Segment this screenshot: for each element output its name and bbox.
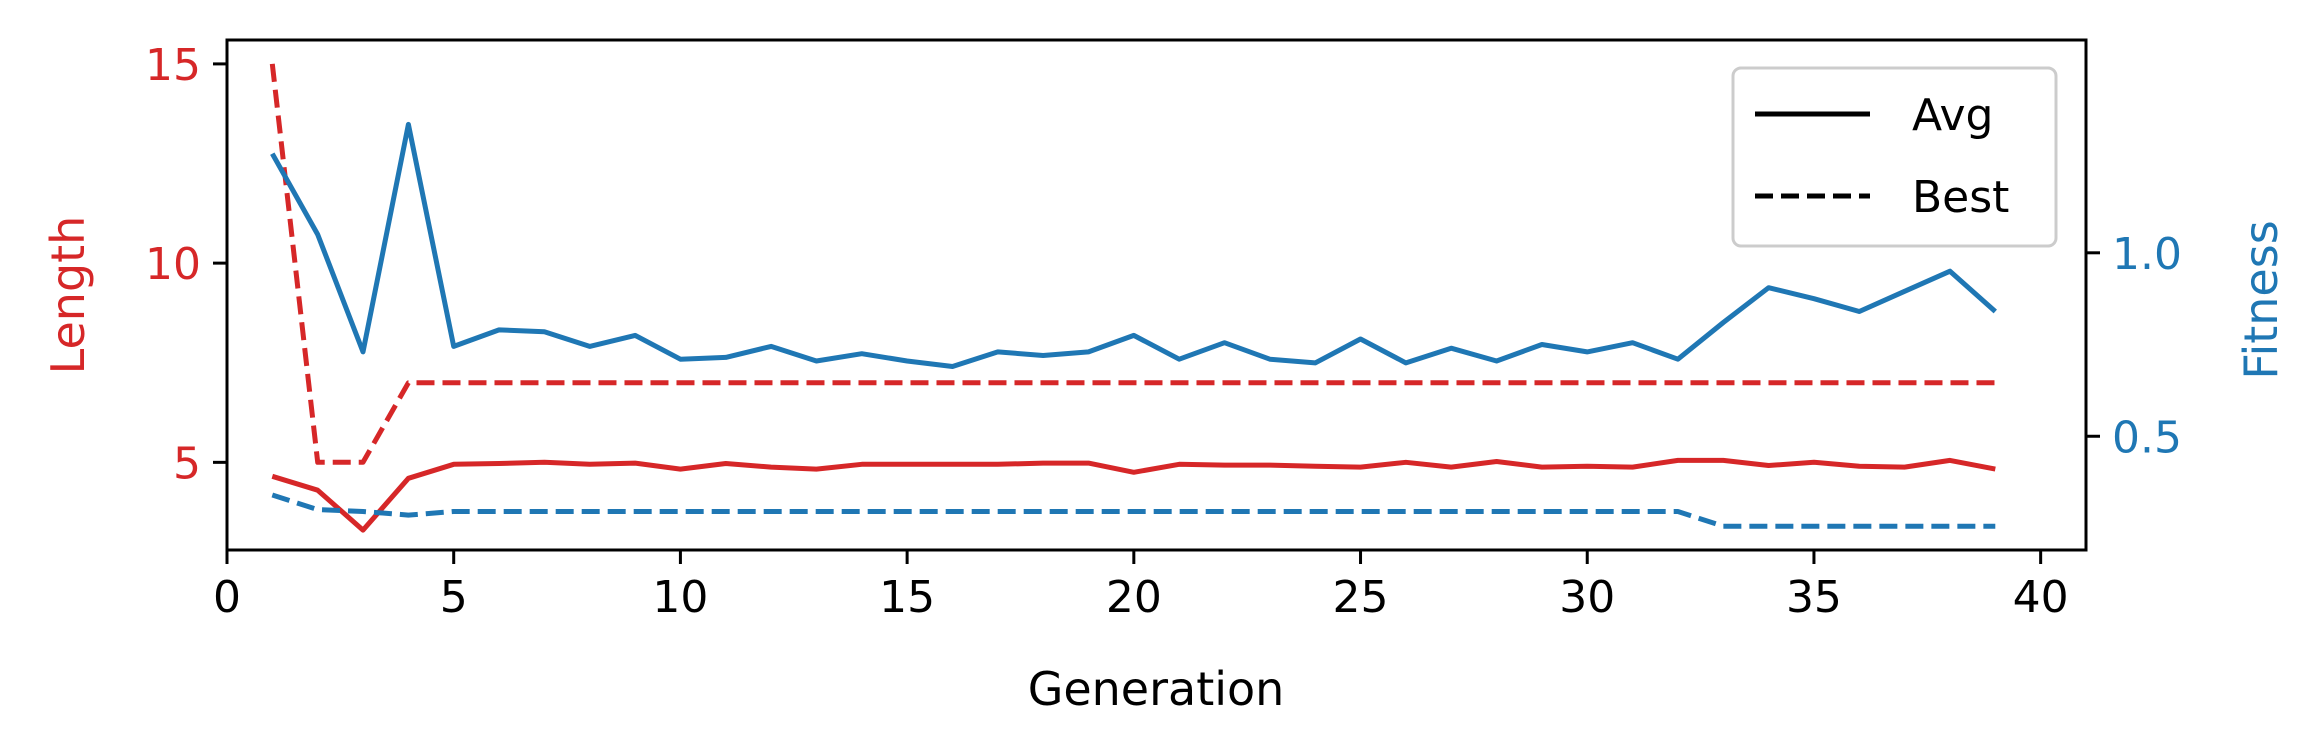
x-tick-label: 20 xyxy=(1106,572,1162,623)
length-avg-line xyxy=(271,457,1996,533)
y-right-tick-label: 1.0 xyxy=(2112,229,2182,280)
plot-frame xyxy=(225,38,2088,552)
axes-layer: 0 5 10 15 20 25 30 35 40 5 10 15 0.5 1.0 xyxy=(145,40,2182,623)
series-layer xyxy=(269,63,1997,533)
x-tick-label: 35 xyxy=(1786,572,1842,623)
x-tick-label: 25 xyxy=(1333,572,1389,623)
x-tick-label: 10 xyxy=(652,572,708,623)
y-axis-right-title: Fitness xyxy=(2234,220,2288,379)
x-tick-label: 30 xyxy=(1559,572,1615,623)
x-tick-label: 15 xyxy=(879,572,935,623)
y-right-tick-label: 0.5 xyxy=(2112,412,2182,463)
y-left-tick-label: 15 xyxy=(145,40,201,91)
fitness-avg-line xyxy=(270,121,1997,369)
x-tick-label: 5 xyxy=(440,572,468,623)
fitness-best-line xyxy=(271,492,1996,529)
y-left-tick-label: 10 xyxy=(145,239,201,290)
length-best-line xyxy=(269,63,1996,465)
y-left-tick-label: 5 xyxy=(173,438,201,489)
x-tick-label: 0 xyxy=(213,572,241,623)
y-axis-left-title: Length xyxy=(41,216,95,375)
x-tick-label: 40 xyxy=(2013,572,2069,623)
legend: Avg Best xyxy=(1731,66,2058,248)
legend-best-label: Best xyxy=(1912,172,2009,223)
x-axis-title: Generation xyxy=(1028,662,1285,716)
legend-avg-label: Avg xyxy=(1912,90,1994,141)
